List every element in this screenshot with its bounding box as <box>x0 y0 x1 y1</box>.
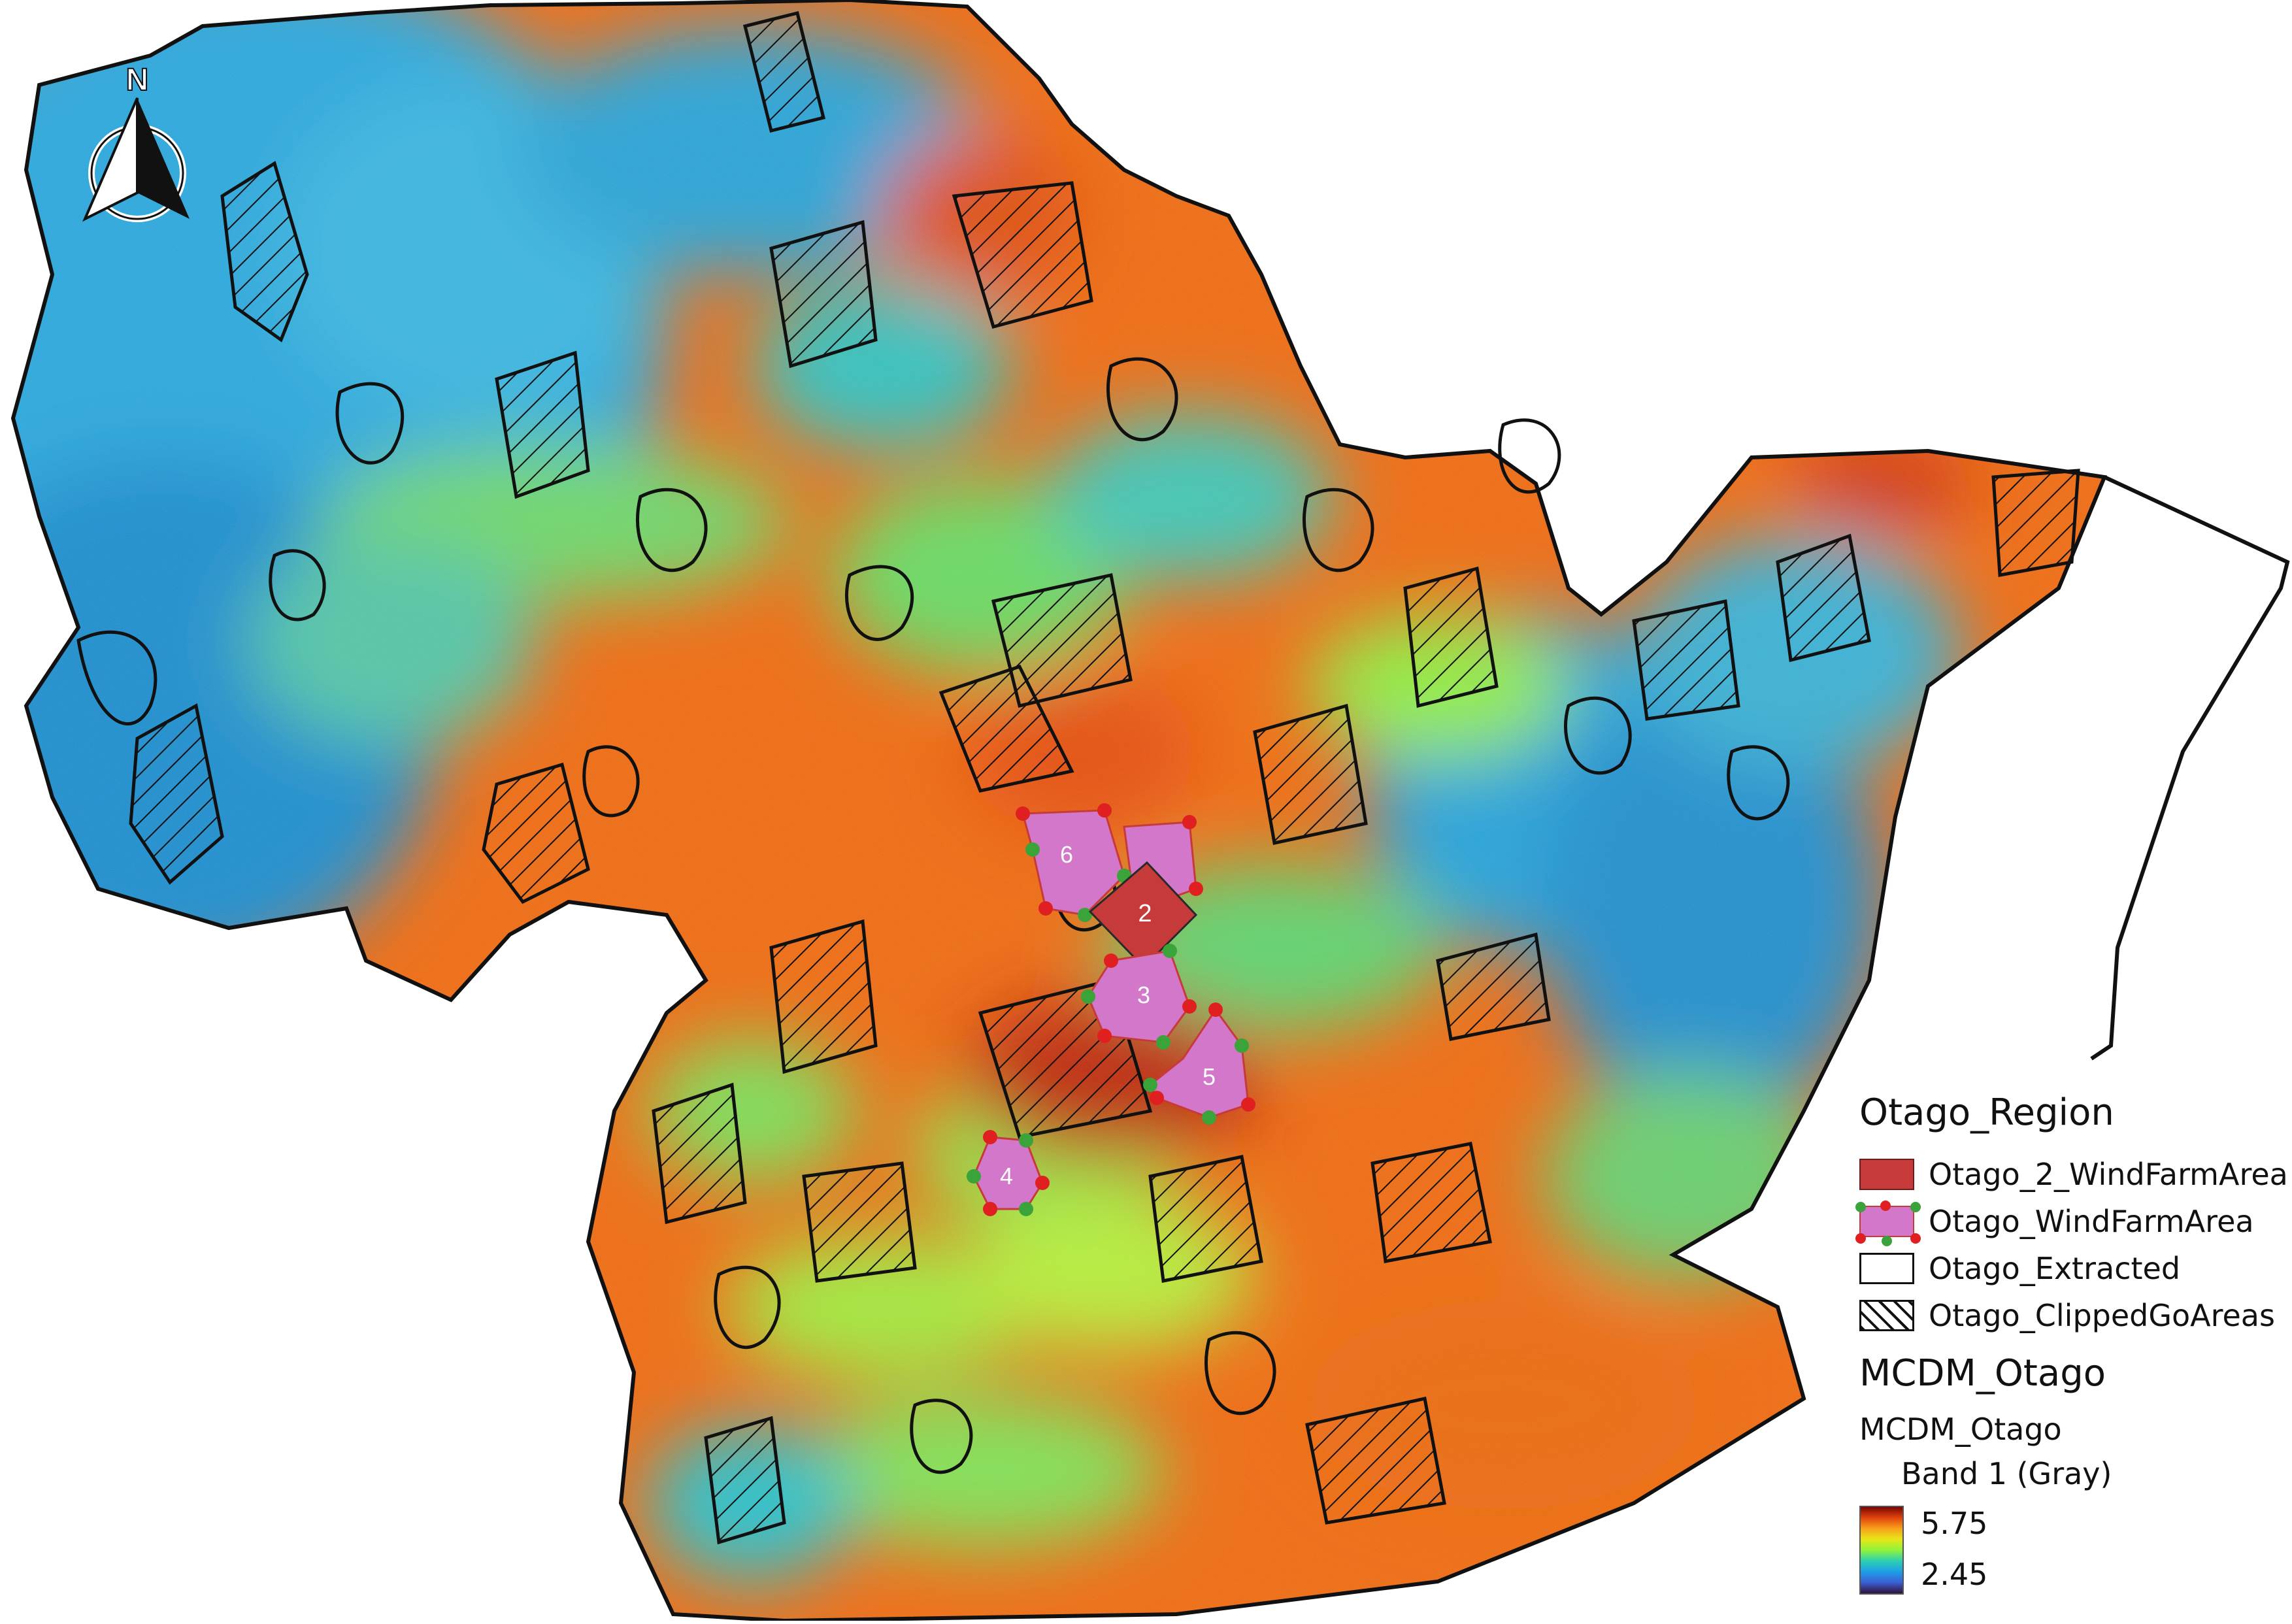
colorramp-swatch <box>1859 1506 1904 1595</box>
site-label-6: 6 <box>1060 841 1073 868</box>
wind-farm-area-5[interactable]: 5 <box>1143 1003 1255 1125</box>
north-label: N <box>126 63 149 97</box>
contour-lines <box>76 357 1790 1474</box>
legend-raster-layer: MCDM_Otago <box>1859 1412 2062 1447</box>
site-label-2: 2 <box>1138 900 1152 927</box>
legend-label: Otago_WindFarmArea <box>1929 1204 2254 1239</box>
colorramp-max: 5.75 <box>1921 1506 1988 1541</box>
wind-farm-area-3[interactable]: 3 <box>1081 944 1197 1050</box>
site-label-5: 5 <box>1203 1063 1216 1090</box>
map-legend: Otago_Region Otago_2_WindFarmArea Otago_… <box>1855 1091 2288 1595</box>
wind-farm-area-4[interactable]: 4 <box>967 1130 1050 1216</box>
legend-label: Otago_ClippedGoAreas <box>1929 1298 2275 1333</box>
legend-group-title: Otago_Region <box>1859 1091 2114 1134</box>
legend-item-windfarm-2: Otago_2_WindFarmArea <box>1859 1151 2288 1198</box>
legend-swatch-windfarm-2 <box>1859 1159 1914 1190</box>
go-areas <box>129 10 2080 1545</box>
legend-colorramp: 5.75 2.45 <box>1859 1506 2278 1595</box>
colorramp-min: 2.45 <box>1921 1557 1988 1592</box>
legend-label: Otago_2_WindFarmArea <box>1929 1157 2288 1192</box>
legend-swatch-extracted <box>1859 1253 1914 1284</box>
site-label-4: 4 <box>1000 1163 1013 1189</box>
legend-label: Otago_Extracted <box>1929 1251 2181 1286</box>
legend-raster-title: MCDM_Otago <box>1859 1352 2106 1395</box>
legend-item-extracted: Otago_Extracted <box>1859 1245 2278 1292</box>
colorramp-labels: 5.75 2.45 <box>1921 1506 1987 1592</box>
extracted-outline-east <box>2090 475 2290 1061</box>
legend-item-go-areas: Otago_ClippedGoAreas <box>1859 1292 2278 1339</box>
legend-swatch-hatched <box>1859 1300 1914 1331</box>
north-arrow: N <box>82 62 190 222</box>
otago-extracted-boundary <box>10 0 2108 1623</box>
legend-band: Band 1 (Gray) <box>1901 1456 2112 1491</box>
site-label-3: 3 <box>1137 982 1150 1008</box>
legend-swatch-windfarm <box>1855 1201 1921 1246</box>
legend-item-windfarm: Otago_WindFarmArea <box>1855 1198 2278 1246</box>
